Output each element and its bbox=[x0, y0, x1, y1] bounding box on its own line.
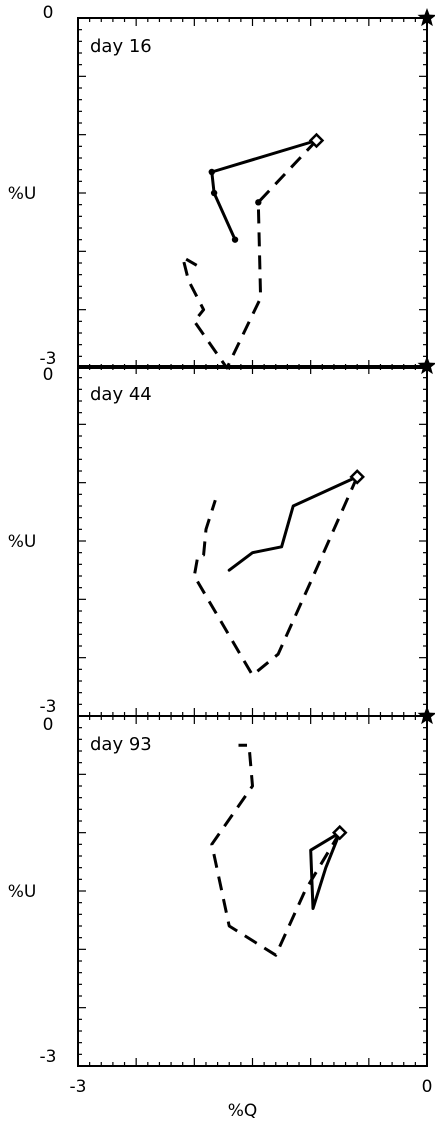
solid-series-line bbox=[227, 475, 359, 572]
y-axis-label: %U bbox=[8, 882, 37, 902]
data-point bbox=[208, 168, 215, 176]
panel-title: day 93 bbox=[90, 734, 152, 755]
tick-marks bbox=[78, 18, 427, 368]
reference-star-marker bbox=[417, 706, 435, 725]
plot-frame bbox=[77, 365, 428, 717]
y-tick-bottom: -3 bbox=[40, 1047, 57, 1067]
solid-series-line bbox=[210, 139, 318, 242]
start-diamond-marker bbox=[308, 132, 325, 149]
start-diamond-marker bbox=[331, 824, 348, 841]
solid-series-line bbox=[309, 831, 342, 910]
tick-marks bbox=[78, 716, 427, 1066]
y-tick-top: 0 bbox=[43, 365, 54, 385]
panel-3: 0 -3 %U day 93 bbox=[8, 706, 435, 1067]
y-tick-bottom: -3 bbox=[40, 697, 57, 717]
plot-frame bbox=[77, 17, 428, 369]
y-axis-label: %U bbox=[8, 532, 37, 552]
panel-title: day 44 bbox=[90, 384, 152, 405]
y-tick-top: 0 bbox=[43, 715, 54, 735]
x-tick-right: 0 bbox=[422, 1077, 433, 1097]
dashed-series-line bbox=[210, 743, 342, 957]
tick-marks bbox=[78, 366, 427, 716]
reference-star-marker bbox=[417, 8, 435, 27]
y-tick-bottom: -3 bbox=[40, 349, 57, 369]
x-tick-left: -3 bbox=[70, 1077, 87, 1097]
reference-star-marker bbox=[417, 356, 435, 375]
plot-frame bbox=[77, 715, 428, 1067]
dashed-series-line bbox=[192, 476, 359, 677]
panel-1: 0 -3 %U day 16 bbox=[8, 3, 435, 370]
y-tick-top: 0 bbox=[43, 3, 54, 23]
y-axis-label: %U bbox=[8, 184, 37, 204]
data-point bbox=[210, 189, 218, 197]
panel-2: 0 -3 %U day 44 bbox=[8, 356, 435, 717]
data-point bbox=[255, 199, 262, 206]
dashed-series-line bbox=[181, 139, 318, 370]
start-diamond-marker bbox=[349, 469, 365, 485]
panel-title: day 16 bbox=[90, 36, 152, 57]
x-axis-label: %Q bbox=[228, 1101, 258, 1121]
data-point bbox=[231, 236, 239, 243]
